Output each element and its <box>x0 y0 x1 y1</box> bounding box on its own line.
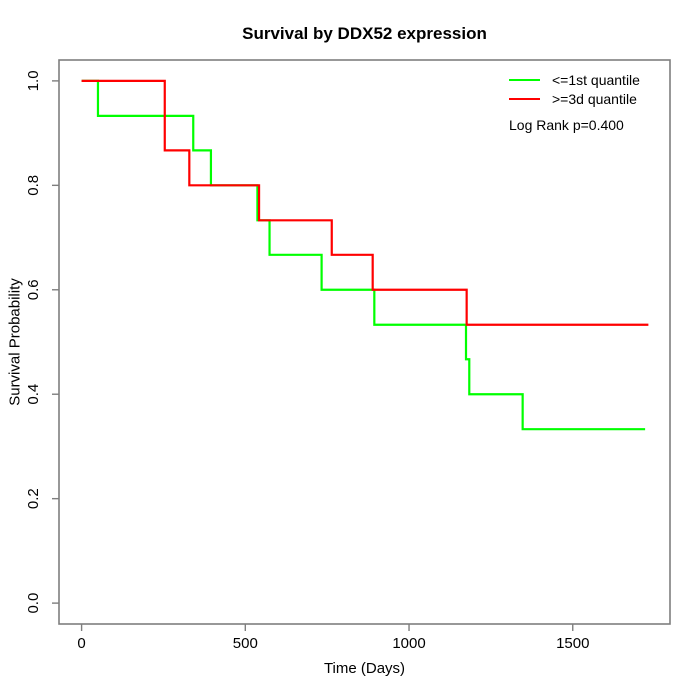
survival-curve-green <box>81 79 646 431</box>
plot-border <box>58 59 671 625</box>
y-tick-label: 0.0 <box>25 593 42 614</box>
x-tick-label: 500 <box>233 635 258 652</box>
legend: <=1st quantile >=3d quantile Log Rank p=… <box>509 70 674 133</box>
y-axis-title: Survival Probability <box>6 278 24 406</box>
x-tick-label: 1000 <box>392 635 425 652</box>
legend-label: <=1st quantile <box>552 71 640 88</box>
legend-label: >=3d quantile <box>552 90 637 107</box>
legend-item: >=3d quantile <box>509 89 674 108</box>
log-rank-note: Log Rank p=0.400 <box>509 117 624 133</box>
legend-item: <=1st quantile <box>509 70 674 89</box>
chart-title: Survival by DDX52 expression <box>242 24 487 43</box>
y-tick-label: 0.4 <box>25 384 42 405</box>
y-tick-label: 0.2 <box>25 488 42 509</box>
x-tick-label: 0 <box>77 635 85 652</box>
y-tick-label: 0.8 <box>25 175 42 196</box>
x-tick-label: 1500 <box>556 635 589 652</box>
y-tick-label: 1.0 <box>25 70 42 91</box>
x-axis-title: Time (Days) <box>323 660 406 677</box>
legend-line-red-icon <box>509 97 540 100</box>
y-tick-label: 0.6 <box>25 279 42 300</box>
legend-line-green-icon <box>509 78 540 81</box>
survival-curve-red <box>81 79 649 326</box>
